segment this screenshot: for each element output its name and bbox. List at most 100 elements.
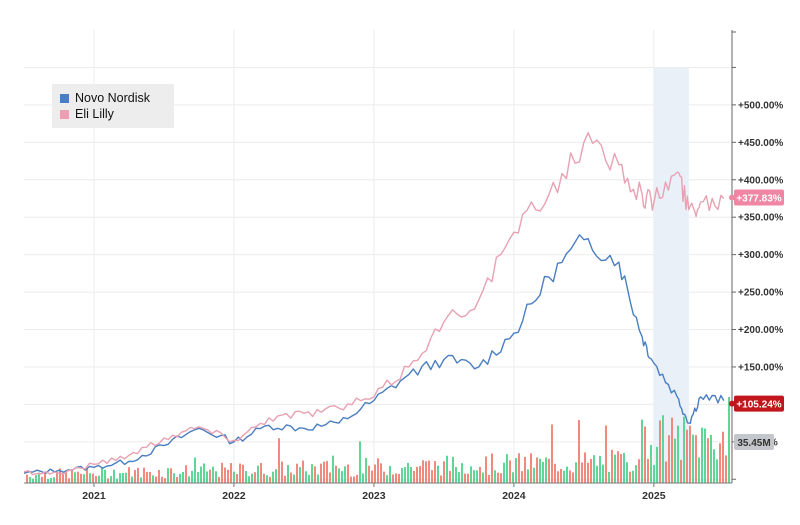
volume-bar: [518, 453, 520, 483]
volume-bar: [317, 474, 319, 483]
volume-bar: [299, 467, 301, 483]
volume-bar: [659, 420, 661, 483]
legend-item-eli-lilly[interactable]: Eli Lilly: [60, 106, 114, 122]
volume-bar: [716, 459, 718, 483]
y-tick-label: +500.00%: [738, 100, 783, 111]
volume-bar: [32, 478, 34, 483]
volume-bar: [356, 474, 358, 483]
volume-bar: [56, 471, 58, 483]
volume-bar: [614, 454, 616, 483]
legend-swatch-novo: [60, 93, 69, 103]
volume-bar: [554, 463, 556, 483]
volume-bar: [65, 470, 67, 483]
legend-label-novo: Novo Nordisk: [75, 91, 151, 105]
volume-bar: [170, 468, 172, 483]
volume-bar: [686, 429, 688, 483]
volume-bar: [59, 468, 61, 483]
volume-bar: [122, 472, 124, 483]
volume-bar: [542, 461, 544, 483]
volume-bar: [197, 471, 199, 483]
volume-bar: [323, 461, 325, 483]
x-tick-label: 2025: [642, 490, 666, 502]
x-tick-label: 2024: [502, 490, 526, 502]
volume-bar: [539, 458, 541, 483]
volume-bar: [314, 466, 316, 483]
volume-bar: [227, 469, 229, 483]
volume-bar: [341, 471, 343, 483]
volume-bar: [293, 474, 295, 483]
volume-bar: [617, 451, 619, 483]
volume-bar: [86, 467, 88, 483]
series-line-eli-lilly: [23, 132, 725, 476]
volume-bar: [581, 462, 583, 483]
volume-bar: [335, 465, 337, 483]
volume-bar: [509, 460, 511, 483]
volume-bar: [596, 465, 598, 483]
volume-bar: [287, 465, 289, 483]
volume-bar: [728, 397, 730, 483]
volume-bar: [377, 458, 379, 483]
volume-bar: [206, 471, 208, 483]
current-value-lilly: +377.83%: [736, 193, 781, 204]
volume-bar: [461, 463, 463, 483]
volume-bar: [374, 464, 376, 483]
volume-bar: [173, 473, 175, 483]
volume-bar: [248, 476, 250, 483]
volume-bar: [371, 470, 373, 483]
volume-bar: [488, 474, 490, 483]
volume-bar: [236, 474, 238, 483]
legend-item-novo-nordisk[interactable]: Novo Nordisk: [60, 90, 150, 106]
value-labels: +377.83% +105.24% 35.45M: [729, 189, 784, 450]
volume-bar: [485, 456, 487, 483]
volume-bar: [128, 467, 130, 483]
volume-bar: [707, 438, 709, 483]
volume-bar: [194, 457, 196, 483]
volume-bar: [209, 469, 211, 483]
volume-bar: [719, 443, 721, 483]
volume-bar: [383, 471, 385, 483]
volume-bar: [71, 469, 73, 483]
volume-bar: [239, 463, 241, 483]
volume-bar: [104, 469, 106, 483]
volume-bars: [26, 397, 730, 483]
volume-bar: [665, 461, 667, 483]
volume-bar: [311, 464, 313, 483]
volume-bar: [704, 428, 706, 483]
volume-bar: [416, 466, 418, 483]
volume-bar: [332, 455, 334, 483]
volume-bar: [527, 469, 529, 483]
volume-bar: [134, 470, 136, 483]
volume-bar: [146, 471, 148, 483]
volume-bar: [398, 473, 400, 483]
volume-bar: [590, 458, 592, 483]
volume-bar: [392, 474, 394, 483]
volume-bar: [563, 470, 565, 483]
volume-bar: [575, 462, 577, 483]
volume-bar: [107, 478, 109, 483]
volume-bar: [656, 446, 658, 483]
volume-bar: [500, 473, 502, 483]
volume-bar: [503, 462, 505, 483]
volume-bar: [605, 425, 607, 483]
volume-bar: [158, 469, 160, 483]
volume-label: 35.45M: [737, 438, 770, 449]
volume-bar: [89, 473, 91, 483]
volume-bar: [233, 471, 235, 483]
volume-bar: [458, 472, 460, 483]
volume-bar: [407, 462, 409, 483]
volume-bar: [692, 434, 694, 483]
volume-bar: [185, 465, 187, 483]
volume-bar: [257, 465, 259, 483]
volume-bar: [62, 473, 64, 483]
volume-bar: [164, 478, 166, 483]
volume-bar: [683, 416, 685, 483]
volume-bar: [674, 438, 676, 483]
volume-bar: [29, 476, 31, 483]
volume-bar: [272, 471, 274, 483]
volume-bar: [584, 452, 586, 483]
volume-bar: [92, 473, 94, 483]
volume-bar: [224, 467, 226, 483]
volume-bar: [269, 476, 271, 483]
volume-bar: [176, 476, 178, 483]
volume-bar: [125, 472, 127, 483]
